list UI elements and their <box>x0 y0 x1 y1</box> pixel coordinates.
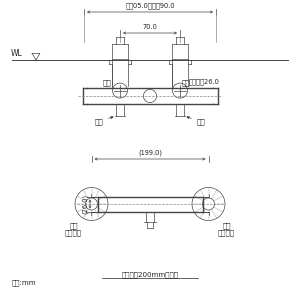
Text: 湯側
ハンドル: 湯側 ハンドル <box>65 222 82 236</box>
Text: 止水: 止水 <box>102 80 111 86</box>
Text: 単位:mm: 単位:mm <box>12 280 37 286</box>
Text: 吐水: 吐水 <box>94 117 113 125</box>
Text: 70.0: 70.0 <box>142 24 158 30</box>
Text: 止水: 止水 <box>182 80 190 86</box>
Text: 吐水: 吐水 <box>187 117 206 125</box>
Text: 最大05.0、最小90.0: 最大05.0、最小90.0 <box>125 2 175 9</box>
Text: 六角対戶26.0: 六角対戶26.0 <box>189 78 220 85</box>
Text: WL: WL <box>11 50 22 58</box>
Text: (199.0): (199.0) <box>138 149 162 156</box>
Text: 取付芯々200mmの場合: 取付芯々200mmの場合 <box>122 271 178 278</box>
Text: 水側
ハンドル: 水側 ハンドル <box>218 222 235 236</box>
Text: (26.0): (26.0) <box>82 194 88 214</box>
